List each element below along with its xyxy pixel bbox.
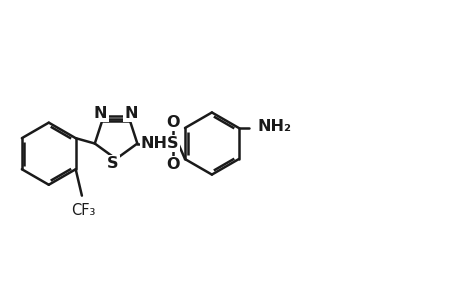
- Text: S: S: [167, 136, 179, 151]
- Text: N: N: [124, 106, 138, 121]
- Text: CF₃: CF₃: [71, 203, 95, 218]
- Text: NH: NH: [140, 136, 168, 151]
- Text: O: O: [166, 158, 179, 172]
- Text: NH₂: NH₂: [257, 119, 291, 134]
- Text: N: N: [94, 106, 107, 121]
- Text: O: O: [166, 115, 179, 130]
- Text: S: S: [107, 156, 118, 171]
